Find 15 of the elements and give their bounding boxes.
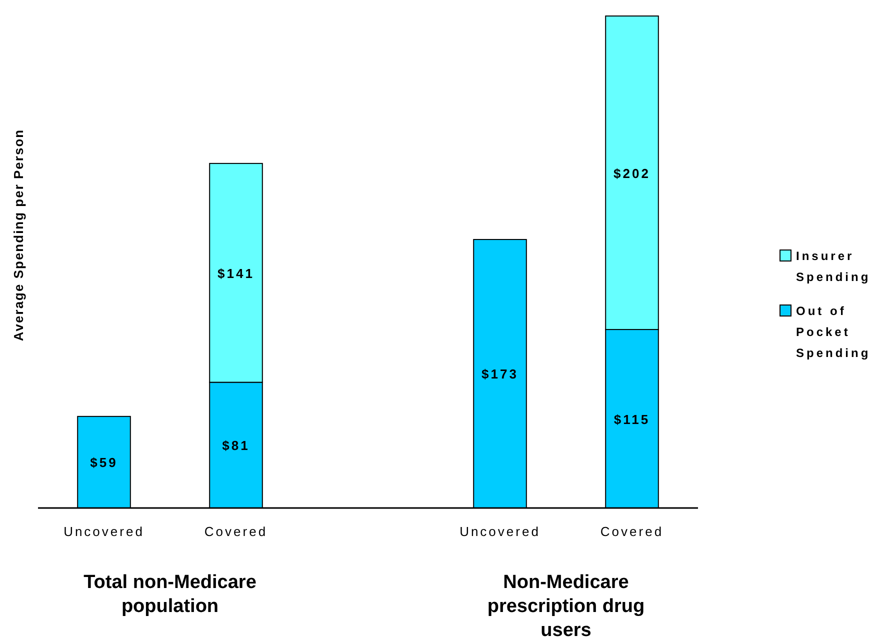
data-label: $202 <box>614 166 650 181</box>
x-tick-label: Covered <box>600 524 664 539</box>
data-label: $115 <box>614 412 650 427</box>
data-label: $81 <box>222 438 250 454</box>
x-tick-label: Uncovered <box>64 524 144 539</box>
data-label: $173 <box>482 366 518 382</box>
x-tick-label: Covered <box>204 524 268 539</box>
data-label: $141 <box>218 266 254 281</box>
text: Non-Medicare prescription drug users <box>487 572 645 640</box>
x-tick-label: Uncovered <box>460 524 540 539</box>
text: Total non-Medicare population <box>84 572 256 617</box>
y-axis-title: Average Spending per Person <box>11 128 26 342</box>
legend-label: Out of Pocket Spending <box>796 304 871 360</box>
data-label: $59 <box>90 455 118 470</box>
legend-label: Insurer Spending <box>796 249 871 284</box>
